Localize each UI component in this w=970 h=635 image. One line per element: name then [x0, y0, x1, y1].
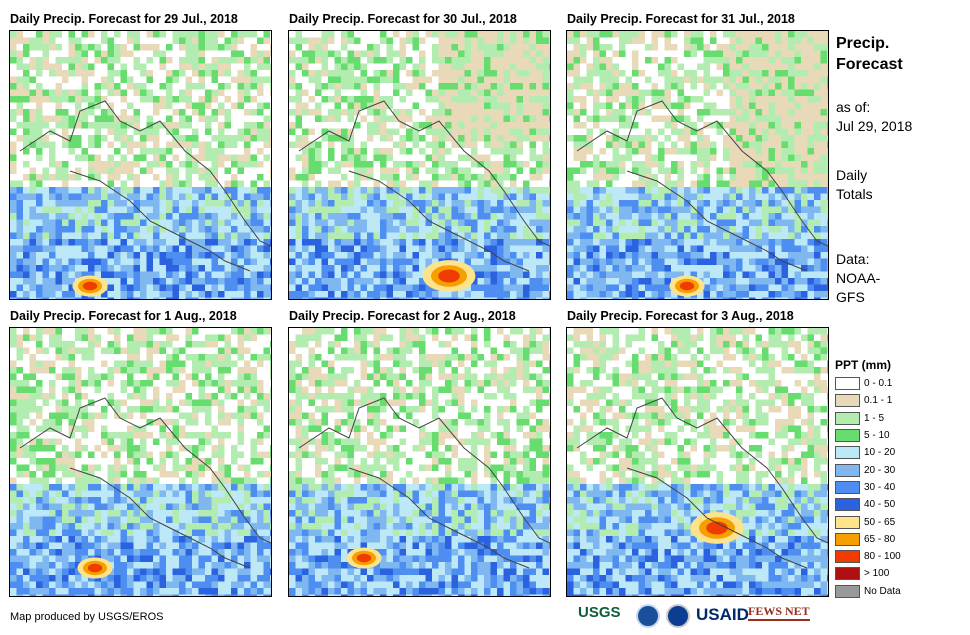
legend-label: 0.1 - 1: [864, 395, 893, 407]
as-of-info: as of: Jul 29, 2018: [836, 99, 913, 134]
legend-label: 5 - 10: [864, 430, 890, 442]
legend-item: 1 - 5: [835, 410, 935, 427]
legend-swatch: [835, 498, 860, 512]
legend-label: 0 - 0.1: [864, 378, 893, 390]
legend: PPT (mm) 0 - 0.1 0.1 - 1 1 - 5 5 - 10 10 - 2…: [835, 358, 935, 600]
forecast-map-5: [288, 327, 551, 597]
legend-item: 0 - 0.1: [835, 375, 935, 392]
legend-item: 80 - 100: [835, 548, 935, 565]
forecast-map-2: [288, 30, 551, 300]
panel-title-3: Daily Precip. Forecast for 31 Jul., 2018: [567, 12, 795, 26]
totals-info: Daily Totals: [836, 167, 873, 202]
legend-item: 0.1 - 1: [835, 392, 935, 409]
legend-label: 1 - 5: [864, 412, 885, 424]
panel-title-4: Daily Precip. Forecast for 1 Aug., 2018: [10, 309, 237, 323]
agency-logos: USGS USAID FEWS NET: [578, 602, 828, 630]
legend-label: 20 - 30: [864, 464, 896, 476]
legend-label: 50 - 65: [864, 516, 896, 528]
forecast-map-1: [9, 30, 272, 300]
nasa-logo: [666, 604, 690, 628]
legend-label: 40 - 50: [864, 499, 896, 511]
legend-item: 65 - 80: [835, 531, 935, 548]
map-title: Precip. Forecast: [836, 35, 903, 73]
panel-title-2: Daily Precip. Forecast for 30 Jul., 2018: [289, 12, 517, 26]
data-source: Data: NOAA- GFS: [836, 251, 881, 305]
credit-text: Map produced by USGS/EROS: [10, 611, 164, 623]
legend-swatch: [835, 550, 860, 564]
legend-item: 10 - 20: [835, 444, 935, 461]
legend-swatch: [835, 480, 860, 494]
legend-item: > 100: [835, 565, 935, 582]
legend-item: 5 - 10: [835, 427, 935, 444]
noaa-logo: [636, 604, 660, 628]
legend-label: No Data: [864, 585, 901, 597]
legend-swatch: [835, 446, 860, 460]
legend-swatch: [835, 515, 860, 529]
legend-title: PPT (mm): [835, 358, 892, 372]
legend-swatch: [835, 411, 860, 425]
legend-item: 30 - 40: [835, 479, 935, 496]
usgs-logo: USGS: [578, 604, 621, 621]
legend-label: > 100: [864, 568, 890, 580]
legend-swatch: [835, 377, 860, 391]
legend-swatch: [835, 567, 860, 581]
legend-swatch: [835, 394, 860, 408]
legend-item: 20 - 30: [835, 461, 935, 478]
legend-swatch: [835, 429, 860, 443]
legend-swatch: [835, 532, 860, 546]
legend-item: 50 - 65: [835, 513, 935, 530]
legend-label: 10 - 20: [864, 447, 896, 459]
panel-title-1: Daily Precip. Forecast for 29 Jul., 2018: [10, 12, 238, 26]
legend-label: 65 - 80: [864, 533, 896, 545]
legend-item: No Data: [835, 583, 935, 600]
legend-item: 40 - 50: [835, 496, 935, 513]
panel-title-5: Daily Precip. Forecast for 2 Aug., 2018: [289, 309, 516, 323]
legend-label: 80 - 100: [864, 551, 901, 563]
legend-swatch: [835, 584, 860, 598]
forecast-map-6: [566, 327, 829, 597]
legend-swatch: [835, 463, 860, 477]
fews-net-logo: FEWS NET: [748, 604, 810, 621]
forecast-map-4: [9, 327, 272, 597]
usaid-logo: USAID: [696, 605, 749, 624]
panel-title-6: Daily Precip. Forecast for 3 Aug., 2018: [567, 309, 794, 323]
legend-label: 30 - 40: [864, 481, 896, 493]
forecast-map-3: [566, 30, 829, 300]
